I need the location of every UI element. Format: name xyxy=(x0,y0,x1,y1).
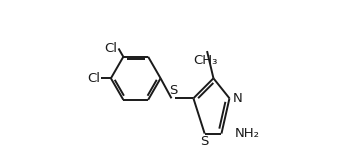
Text: S: S xyxy=(201,135,209,148)
Text: NH₂: NH₂ xyxy=(235,127,260,140)
Text: N: N xyxy=(232,92,242,105)
Text: Cl: Cl xyxy=(105,42,118,55)
Text: S: S xyxy=(169,84,177,97)
Text: CH₃: CH₃ xyxy=(193,54,218,67)
Text: Cl: Cl xyxy=(88,72,100,85)
